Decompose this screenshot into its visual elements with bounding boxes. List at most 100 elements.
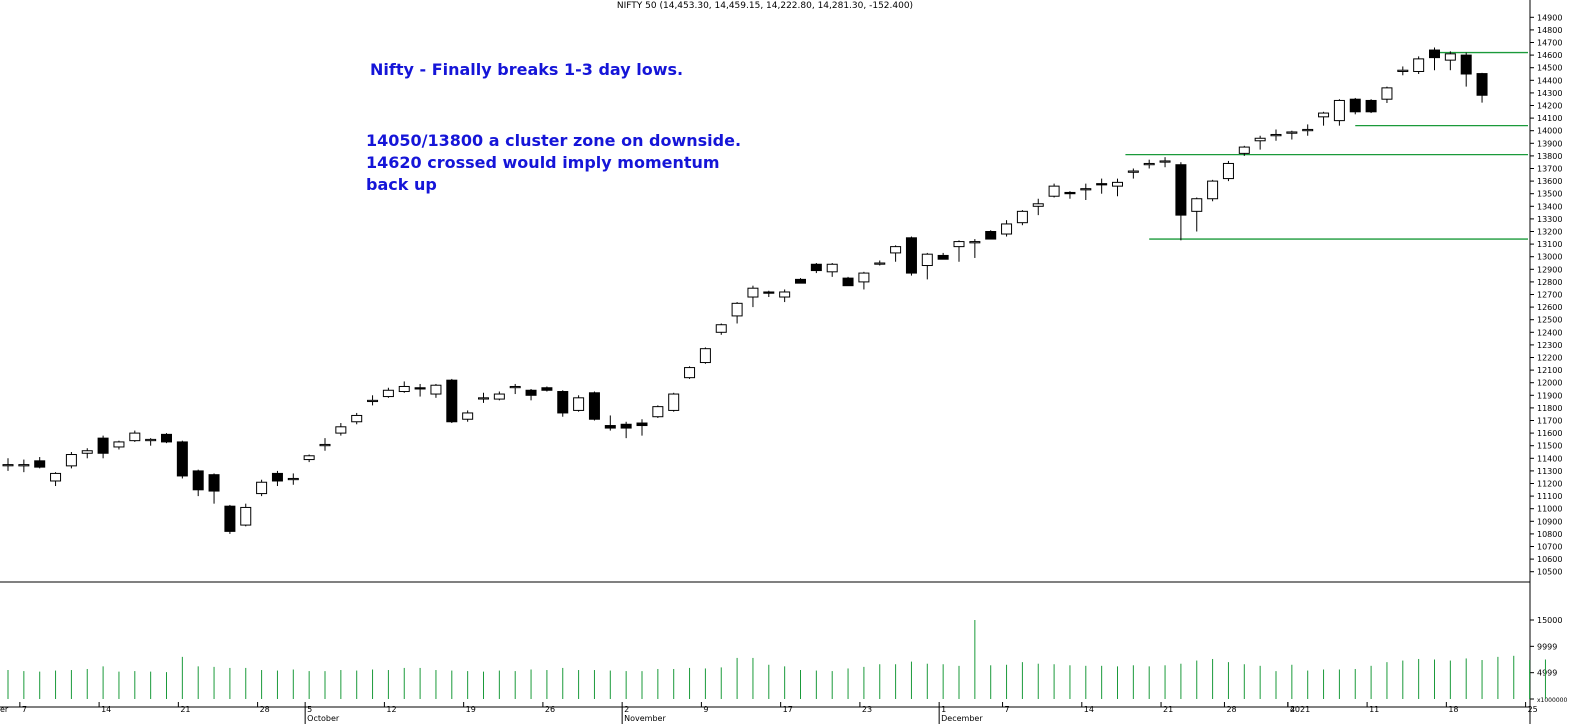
volume-tick-label: 15000 (1537, 616, 1562, 625)
date-label: 21 (180, 705, 190, 714)
candle-body (1127, 170, 1139, 173)
date-label: 9 (703, 705, 708, 714)
candle-body (826, 263, 838, 273)
candle-body (1016, 210, 1028, 224)
date-label: 23 (862, 705, 872, 714)
date-label: October (307, 714, 340, 723)
price-tick-label: 13700 (1537, 165, 1562, 174)
candle-body (921, 253, 933, 267)
candle-body (874, 262, 886, 265)
price-tick-label: 14300 (1537, 89, 1562, 98)
candle-body (18, 464, 30, 467)
date-label: 21 (1163, 705, 1173, 714)
candle-body (145, 438, 157, 442)
price-tick-label: 12400 (1537, 328, 1562, 337)
candle-body (731, 302, 743, 317)
candle-body (1143, 162, 1155, 166)
candle-body (2, 464, 14, 467)
price-tick-label: 14800 (1537, 26, 1562, 35)
date-label: 17 (783, 705, 793, 714)
price-tick-label: 10900 (1537, 517, 1562, 526)
annotation-headline: Nifty - Finally breaks 1-3 day lows. (370, 60, 684, 79)
price-tick-label: 10600 (1537, 555, 1562, 564)
date-label: 25 (1528, 705, 1538, 714)
candle-body (446, 379, 458, 423)
candle-body (1333, 99, 1345, 122)
candle-body (525, 389, 537, 396)
price-tick-label: 13100 (1537, 240, 1562, 249)
price-tick-label: 12100 (1537, 366, 1562, 375)
candle-body (192, 470, 204, 491)
candle-body (969, 241, 981, 244)
candle-body (1191, 198, 1203, 212)
candle-body (652, 406, 664, 418)
price-tick-label: 11500 (1537, 442, 1562, 451)
candle-body (161, 433, 172, 443)
date-label: 2021 (1290, 705, 1310, 714)
price-tick-label: 10700 (1537, 543, 1562, 552)
candle-body (240, 506, 252, 526)
candle-body (1159, 160, 1171, 163)
candle-body (509, 385, 521, 389)
price-tick-label: 10800 (1537, 530, 1562, 539)
date-label: 1 (941, 705, 946, 714)
candle-body (1365, 99, 1377, 113)
candle-body (287, 477, 299, 481)
candle-body (810, 263, 822, 272)
volume-tick-label: 4999 (1537, 669, 1557, 678)
candle-body (636, 422, 648, 427)
price-tick-label: 14600 (1537, 51, 1562, 60)
price-tick-label: 14700 (1537, 39, 1562, 48)
candle-body (1397, 69, 1409, 72)
price-tick-label: 14900 (1537, 13, 1562, 22)
candle-body (50, 472, 62, 482)
date-label: 5 (307, 705, 312, 714)
date-label: December (941, 714, 983, 723)
candle-body (335, 426, 347, 434)
candle-body (129, 432, 141, 442)
price-tick-label: 11600 (1537, 429, 1562, 438)
price-tick-label: 13600 (1537, 177, 1562, 186)
date-label: 26 (545, 705, 555, 714)
candle-body (1270, 133, 1282, 137)
price-tick-label: 12600 (1537, 303, 1562, 312)
date-label: November (624, 714, 666, 723)
candle-body (271, 472, 283, 482)
candle-body (842, 277, 854, 287)
price-tick-label: 11300 (1537, 467, 1562, 476)
date-label: 19 (466, 705, 476, 714)
price-tick-label: 12700 (1537, 291, 1562, 300)
candle-body (351, 414, 363, 423)
candle-body (795, 278, 806, 284)
candle-body (557, 391, 569, 414)
candle-body (573, 397, 585, 411)
candle-body (97, 437, 109, 454)
candle-body (953, 241, 965, 248)
candle-body (1460, 54, 1472, 75)
candle-body (367, 399, 379, 403)
price-tick-label: 13000 (1537, 253, 1562, 262)
candle-body (1222, 162, 1234, 180)
price-tick-label: 13400 (1537, 202, 1562, 211)
candle-body (1349, 98, 1361, 113)
date-label: 18 (1448, 705, 1458, 714)
candle-body (462, 412, 474, 420)
candle-body (985, 231, 997, 240)
date-label: 12 (386, 705, 396, 714)
candle-body (1032, 203, 1044, 207)
annotation-levels: 14050/13800 a cluster zone on downside. … (366, 131, 742, 194)
date-label: 11 (1369, 705, 1379, 714)
price-tick-label: 13900 (1537, 139, 1562, 148)
candle-body (224, 505, 236, 532)
price-tick-label: 12500 (1537, 316, 1562, 325)
candle-body (588, 392, 600, 420)
volume-tick-label: x1000000 (1537, 697, 1567, 704)
date-label: 14 (101, 705, 111, 714)
candle-body (715, 324, 727, 333)
date-label: 4 (1290, 705, 1295, 714)
price-tick-label: 13300 (1537, 215, 1562, 224)
candle-body (747, 287, 759, 298)
candle-body (430, 384, 442, 395)
